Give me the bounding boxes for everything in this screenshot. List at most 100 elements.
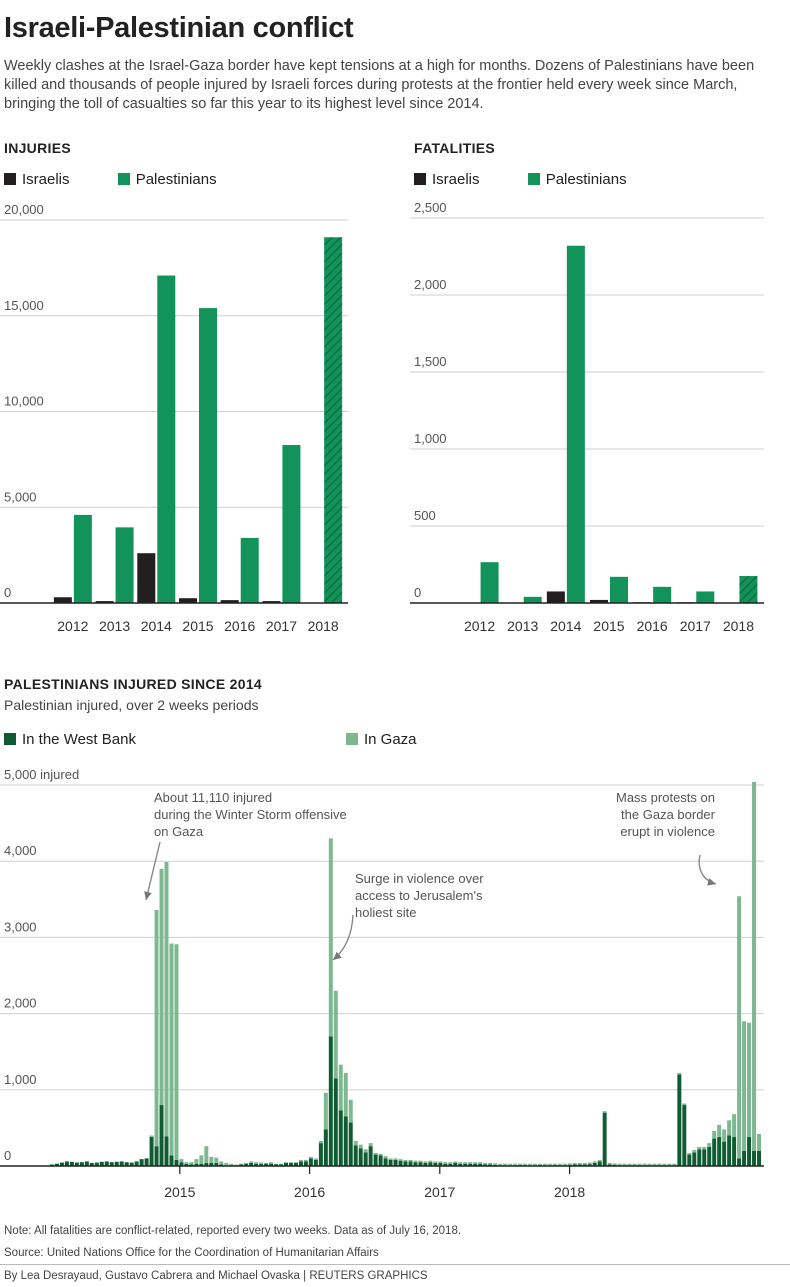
bar-palestinians [324, 237, 343, 604]
x-tick-label: 2016 [224, 618, 255, 634]
bar-west-bank [79, 1162, 84, 1166]
bar-west-bank [174, 1159, 179, 1166]
bar-west-bank [169, 1155, 174, 1166]
bar-israelis [53, 597, 72, 603]
since2014-legend-gaza: In Gaza [346, 731, 417, 748]
bar-gaza [752, 781, 757, 1151]
bar-israelis [546, 591, 565, 603]
bar-west-bank [587, 1164, 592, 1166]
bar-gaza [274, 1163, 279, 1165]
y-tick-label: 2,000 [4, 996, 37, 1011]
bar-palestinians [696, 591, 715, 603]
bar-gaza [194, 1159, 199, 1164]
bar-west-bank [732, 1137, 737, 1166]
bar-gaza [537, 1163, 542, 1166]
bar-west-bank [712, 1138, 717, 1166]
annotation-line: the Gaza border [621, 807, 716, 822]
bar-gaza [184, 1162, 189, 1164]
bar-israelis [137, 553, 156, 603]
bar-gaza [189, 1162, 194, 1165]
legend-label-palestinians: Palestinians [545, 171, 627, 188]
bar-west-bank [318, 1143, 323, 1166]
bar-west-bank [59, 1162, 64, 1166]
bar-gaza [264, 1162, 269, 1164]
bar-israelis [220, 600, 239, 603]
bar-west-bank [747, 1137, 752, 1166]
bar-gaza [523, 1163, 527, 1166]
bar-gaza [672, 1163, 677, 1166]
bar-gaza [627, 1163, 632, 1166]
bar-gaza [199, 1155, 204, 1164]
x-tick-label: 2015 [593, 618, 624, 634]
x-tick-label: 2014 [550, 618, 581, 634]
bar-gaza [214, 1157, 219, 1163]
bar-west-bank [219, 1164, 224, 1166]
bar-west-bank [408, 1161, 413, 1166]
bar-west-bank [50, 1164, 54, 1166]
fatalities-legend: Israelis Palestinians [414, 171, 671, 188]
bar-west-bank [139, 1159, 144, 1166]
bar-gaza [542, 1163, 547, 1166]
bar-gaza [622, 1163, 627, 1166]
bar-west-bank [303, 1161, 308, 1166]
bar-west-bank [129, 1162, 134, 1166]
bar-gaza [508, 1163, 513, 1166]
bar-gaza [303, 1159, 308, 1162]
bar-west-bank [274, 1164, 279, 1166]
bar-palestinians [199, 308, 217, 603]
bar-west-bank [757, 1150, 761, 1166]
bar-palestinians [115, 527, 134, 603]
y-tick-label: 500 [414, 508, 436, 523]
bar-west-bank [199, 1163, 204, 1166]
bar-gaza [757, 1133, 761, 1151]
bar-gaza [254, 1162, 259, 1164]
bar-west-bank [423, 1162, 428, 1166]
bar-gaza [403, 1159, 408, 1162]
bar-west-bank [572, 1164, 577, 1166]
bar-gaza [677, 1073, 682, 1075]
bar-west-bank [722, 1141, 727, 1166]
bar-gaza [318, 1140, 323, 1144]
bar-west-bank [383, 1158, 388, 1166]
bar-gaza [587, 1162, 592, 1165]
bar-gaza [567, 1163, 572, 1165]
bar-gaza [737, 896, 742, 1159]
bar-west-bank [84, 1161, 89, 1166]
bar-palestinians [653, 586, 672, 603]
bar-west-bank [164, 1136, 169, 1166]
bar-west-bank [413, 1162, 418, 1166]
bar-west-bank [284, 1162, 288, 1166]
bar-gaza [423, 1161, 428, 1163]
legend-swatch-palestinians [117, 173, 130, 185]
y-tick-label: 0 [4, 1148, 11, 1163]
bar-west-bank [204, 1162, 209, 1166]
bar-west-bank [154, 1146, 159, 1166]
bar-israelis [590, 599, 608, 603]
bar-gaza [557, 1163, 562, 1166]
bar-gaza [249, 1161, 254, 1163]
bar-gaza [597, 1159, 602, 1162]
bar-gaza [443, 1162, 448, 1164]
bar-west-bank [692, 1152, 697, 1166]
bar-gaza [313, 1158, 318, 1160]
bar-west-bank [288, 1162, 293, 1166]
bar-west-bank [194, 1163, 199, 1166]
bar-west-bank [254, 1163, 259, 1166]
bar-gaza [488, 1162, 493, 1165]
bar-gaza [428, 1160, 433, 1163]
bar-west-bank [338, 1110, 343, 1166]
bar-gaza [478, 1162, 483, 1164]
bar-gaza [532, 1163, 537, 1166]
bar-west-bank [687, 1154, 692, 1166]
annotation-line: during the Winter Storm offensive [154, 807, 347, 822]
bar-gaza [204, 1146, 209, 1163]
y-axis-title: 5,000 injured [4, 767, 79, 782]
legend-label-israelis: Israelis [432, 171, 480, 188]
bar-west-bank [64, 1161, 69, 1166]
bar-west-bank [343, 1116, 348, 1166]
bar-west-bank [438, 1162, 443, 1166]
bar-west-bank [259, 1164, 264, 1166]
bar-west-bank [348, 1122, 353, 1166]
bar-gaza [353, 1140, 358, 1146]
page-subtitle: Weekly clashes at the Israel-Gaza border… [4, 58, 755, 112]
